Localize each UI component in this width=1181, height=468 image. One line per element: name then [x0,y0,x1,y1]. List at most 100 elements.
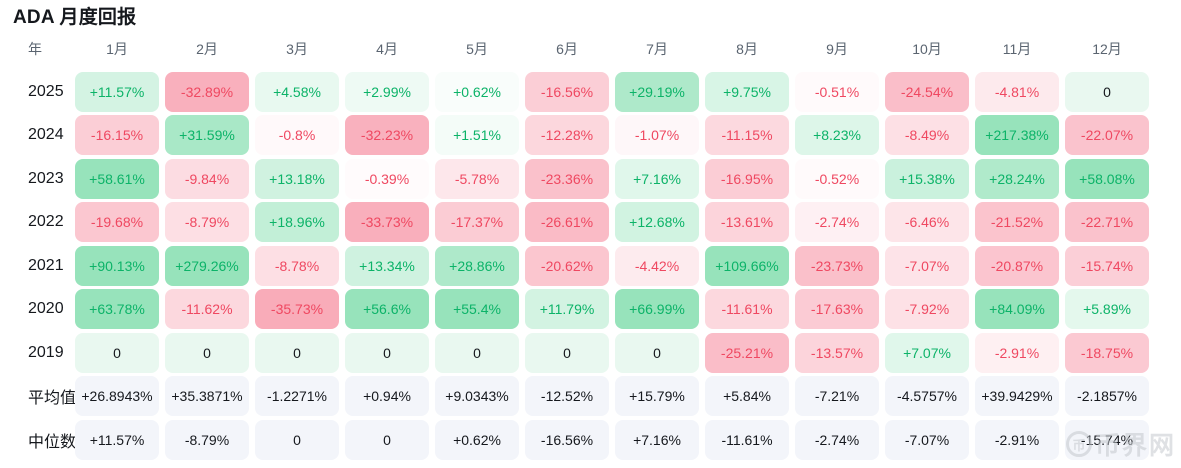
return-cell: -18.75% [1065,332,1149,373]
return-cell: +39.9429% [975,376,1059,416]
row-label: 2022 [28,213,64,230]
return-cell: -16.56% [525,419,609,460]
return-cell: -16.56% [525,71,609,112]
return-cell: +35.3871% [165,376,249,416]
return-cell: +58.61% [75,158,159,199]
return-cell: +66.99% [615,289,699,329]
return-cell: -7.07% [885,419,969,460]
return-cell: 0 [435,332,519,373]
month-header: 10月 [912,41,942,57]
return-cell: 0 [165,332,249,373]
row-label: 平均值 [28,390,77,407]
return-cell: -33.73% [345,202,429,242]
return-cell: -16.95% [705,158,789,199]
return-cell: -21.52% [975,202,1059,242]
return-cell: +31.59% [165,115,249,155]
return-cell: +55.4% [435,289,519,329]
return-cell: +9.0343% [435,376,519,416]
return-cell: -35.73% [255,289,339,329]
return-cell: -1.07% [615,115,699,155]
ada-monthly-returns-widget: ADA 月度回报 年 1月 2月 3月 4月 5月 6月 7月 8月 9月 10月 11月 12月 202… [0,5,1181,468]
return-cell: +0.94% [345,376,429,416]
return-cell: -11.15% [705,115,789,155]
return-cell: +29.19% [615,71,699,112]
return-cell: -9.84% [165,158,249,199]
return-cell: -24.54% [885,71,969,112]
return-cell: 0 [345,419,429,460]
return-cell: -20.62% [525,245,609,286]
return-cell: +56.6% [345,289,429,329]
month-header: 11月 [1002,41,1032,57]
return-cell: +7.07% [885,332,969,373]
return-cell: 0 [255,332,339,373]
return-cell: +7.16% [615,158,699,199]
return-cell: -7.21% [795,376,879,416]
return-cell: +28.86% [435,245,519,286]
row-label: 2024 [28,126,64,143]
return-cell: +7.16% [615,419,699,460]
month-header: 7月 [646,41,668,57]
return-cell: -12.28% [525,115,609,155]
return-cell: +84.09% [975,289,1059,329]
return-cell: -12.52% [525,376,609,416]
return-cell: +13.34% [345,245,429,286]
return-cell: +11.79% [525,289,609,329]
return-cell: +13.18% [255,158,339,199]
return-cell: -8.79% [165,419,249,460]
return-cell: -2.74% [795,202,879,242]
return-cell: -8.49% [885,115,969,155]
return-cell: -16.15% [75,115,159,155]
return-cell: +12.68% [615,202,699,242]
page-title: ADA 月度回报 [13,7,137,28]
return-cell: -11.61% [705,419,789,460]
row-label: 中位数 [28,433,77,451]
return-cell: -2.91% [975,332,1059,373]
return-cell: -0.51% [795,71,879,112]
return-cell: +4.58% [255,71,339,112]
return-cell: +63.78% [75,289,159,329]
return-cell: +1.51% [435,115,519,155]
return-cell: +217.38% [975,115,1059,155]
row-label: 2021 [28,256,64,274]
return-cell: -26.61% [525,202,609,242]
return-cell: +8.23% [795,115,879,155]
return-cell: -13.61% [705,202,789,242]
return-cell: -22.07% [1065,115,1149,155]
return-cell: -4.81% [975,71,1059,112]
return-cell: +9.75% [705,71,789,112]
return-cell: -25.21% [705,332,789,373]
return-cell: +11.57% [75,419,159,460]
return-cell: -7.92% [885,289,969,329]
return-cell: 0 [255,419,339,460]
return-cell: -2.74% [795,419,879,460]
return-cell: +279.26% [165,245,249,286]
return-cell: +28.24% [975,158,1059,199]
return-cell: -32.89% [165,71,249,112]
return-cell: +5.89% [1065,289,1149,329]
row-label: 2019 [28,343,64,361]
return-cell: +0.62% [435,419,519,460]
row-label: 2025 [28,82,64,100]
return-cell: -17.37% [435,202,519,242]
return-cell: +18.96% [255,202,339,242]
return-cell: +15.38% [885,158,969,199]
return-cell: 0 [525,332,609,373]
return-cell: -0.8% [255,115,339,155]
return-cell: -0.39% [345,158,429,199]
return-cell: -4.42% [615,245,699,286]
return-cell: -13.57% [795,332,879,373]
return-cell: 0 [75,332,159,373]
return-cell: -2.1857% [1065,376,1149,416]
return-cell: -32.23% [345,115,429,155]
return-cell: -5.78% [435,158,519,199]
return-cell: 0 [345,332,429,373]
return-cell: -8.79% [165,202,249,242]
return-cell: -8.78% [255,245,339,286]
month-header: 3月 [286,41,308,57]
return-cell: -11.61% [705,289,789,329]
return-cell: -17.63% [795,289,879,329]
returns-heatmap-table: 年 1月 2月 3月 4月 5月 6月 7月 8月 9月 10月 11月 12月 2025 +11.57% -… [24,30,1181,460]
return-cell: -4.5757% [885,376,969,416]
month-header: 12月 [1092,41,1122,57]
return-cell: -23.36% [525,158,609,199]
